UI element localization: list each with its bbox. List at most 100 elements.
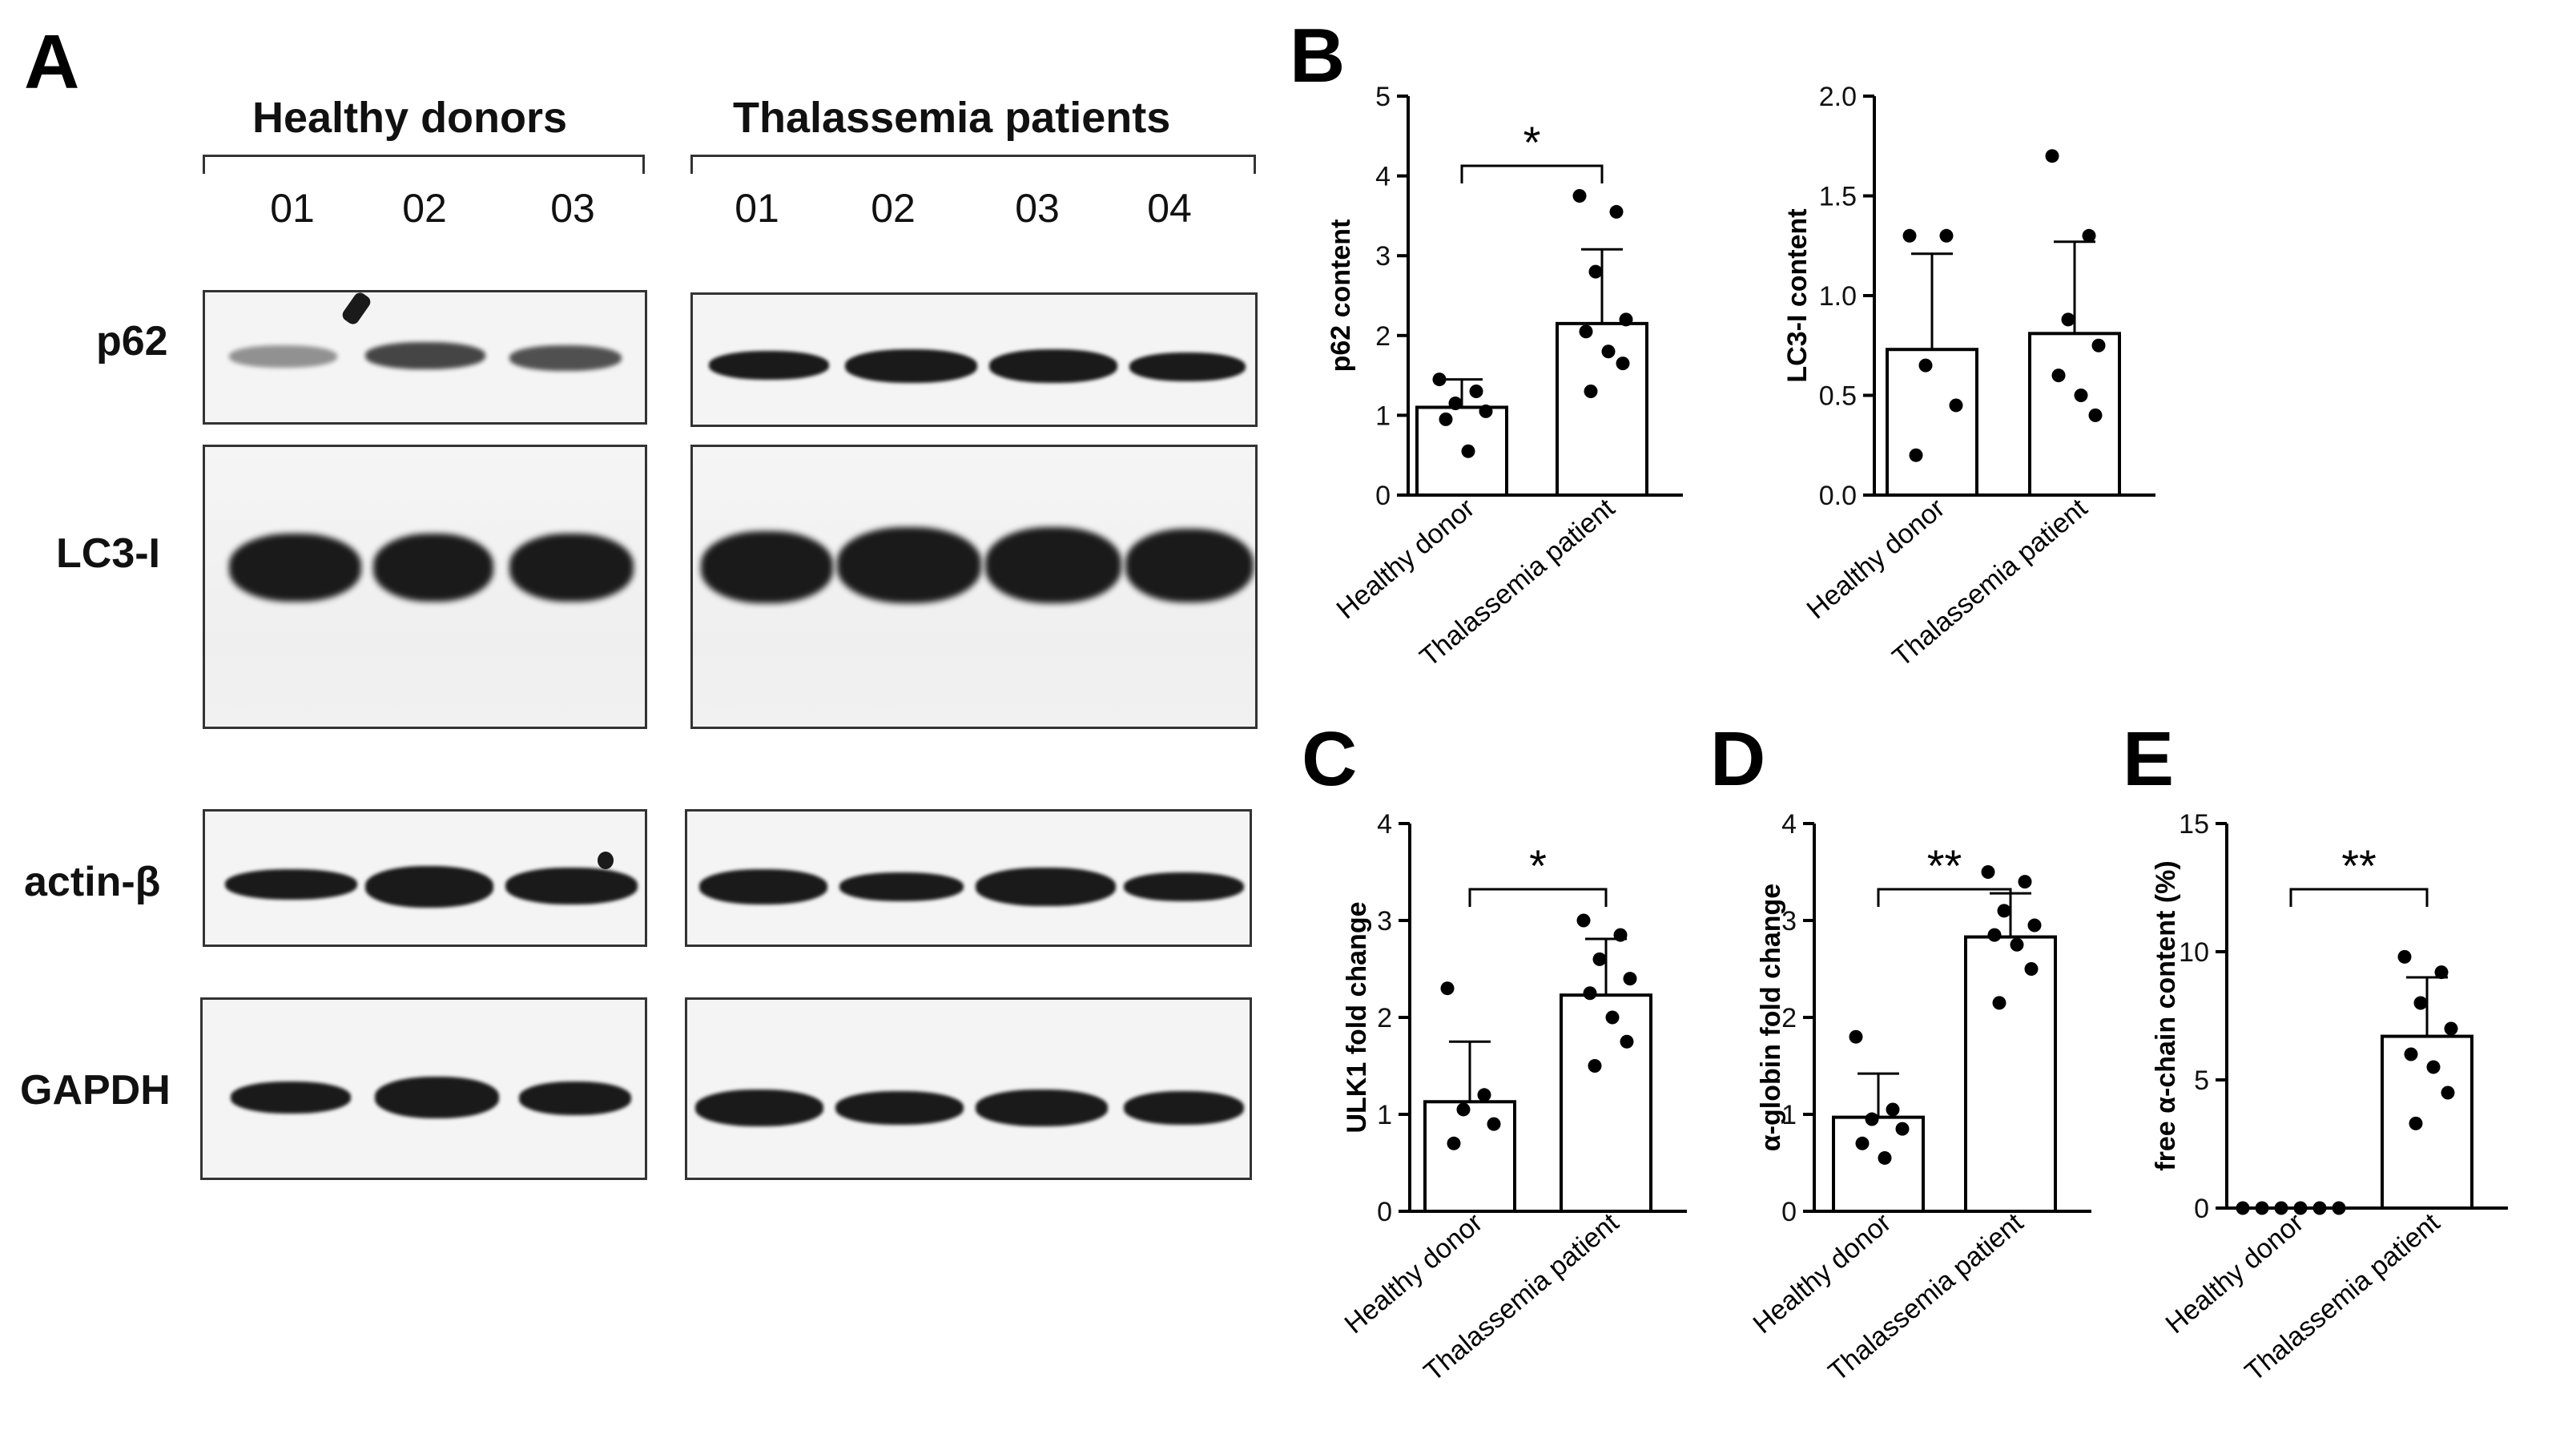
data-point: [1440, 981, 1455, 996]
data-point: [1432, 373, 1447, 387]
y-tick-label: 2: [1781, 1003, 1797, 1033]
data-point: [2332, 1201, 2346, 1215]
data-point: [2091, 338, 2106, 352]
bar-thalassemia-patient: [1560, 993, 1652, 1214]
y-tick-label: 0: [2194, 1194, 2209, 1224]
bracket-thalassemia-patients: [690, 155, 1256, 174]
data-point: [1619, 312, 1633, 327]
data-point: [2409, 1116, 2423, 1130]
data-point: [1987, 928, 2002, 942]
significance-bracket: [1468, 888, 1608, 907]
x-category-label: Healthy donor: [1331, 493, 1481, 625]
data-point: [2434, 965, 2449, 980]
data-point: [2236, 1201, 2250, 1215]
data-point: [1487, 1117, 1501, 1131]
data-point: [1918, 358, 1933, 373]
data-point: [2018, 875, 2032, 889]
chart-e: 0 5 10 15 free α-chain content (%) Healthy do…: [2151, 809, 2508, 1388]
lane-label: 02: [402, 186, 447, 231]
y-tick-label: 3: [1375, 241, 1391, 272]
data-point: [1909, 448, 1923, 462]
y-axis-label: LC3-I content: [1782, 208, 1813, 382]
data-point: [1579, 324, 1593, 339]
panel-letter-c: C: [1302, 716, 1358, 802]
data-point: [2088, 408, 2103, 422]
y-tick-label: 1.5: [1819, 182, 1857, 212]
data-point: [1588, 1059, 1602, 1073]
data-point: [2074, 389, 2088, 402]
data-point: [2426, 1060, 2441, 1074]
data-point: [2293, 1201, 2308, 1215]
lane-label: 04: [1147, 186, 1192, 231]
y-tick-label: 4: [1377, 809, 1392, 840]
data-point: [2061, 312, 2075, 327]
y-axis-label: α-globin fold change: [1756, 884, 1786, 1151]
data-point: [2027, 918, 2042, 932]
data-point: [2255, 1201, 2269, 1215]
data-point: [2397, 949, 2412, 964]
data-point: [1605, 1010, 1620, 1025]
data-point: [1939, 228, 1954, 243]
data-point: [1865, 1112, 1879, 1126]
y-axis-label: p62 content: [1326, 220, 1356, 373]
significance-bracket: [1460, 164, 1604, 183]
protein-label-actin-beta: actin-β: [24, 859, 161, 905]
lane-label: 03: [1015, 186, 1060, 231]
data-point: [2051, 369, 2066, 383]
x-category-label: Healthy donor: [1801, 493, 1951, 625]
blot-lc3-thalassemia: [690, 445, 1258, 729]
significance-marker: **: [1927, 840, 1962, 891]
data-point: [2010, 937, 2024, 952]
data-point: [1616, 356, 1630, 371]
data-point: [1584, 385, 1598, 399]
bar-healthy-donor: [1832, 1115, 1925, 1214]
significance-marker: *: [1529, 840, 1547, 891]
y-tick-label: 0.0: [1819, 481, 1857, 511]
y-axis-label: ULK1 fold change: [1342, 901, 1372, 1133]
data-point: [1949, 398, 1963, 413]
y-tick-label: 0: [1377, 1197, 1392, 1227]
bracket-healthy-donors: [203, 155, 645, 174]
data-point: [2045, 149, 2059, 163]
data-point: [1620, 1034, 1634, 1049]
y-tick-label: 2.0: [1819, 82, 1857, 112]
data-point: [1583, 986, 1597, 1001]
x-category-label: Healthy donor: [2160, 1207, 2310, 1339]
data-point: [2441, 1086, 2455, 1100]
x-category-label: Healthy donor: [1339, 1207, 1489, 1339]
data-point: [1992, 996, 2006, 1010]
data-point: [1886, 1102, 1900, 1117]
data-point: [1477, 1088, 1491, 1102]
data-point: [1855, 1136, 1870, 1150]
y-tick-label: 0: [1781, 1197, 1797, 1227]
data-point: [1592, 952, 1607, 966]
significance-marker: **: [2341, 840, 2377, 891]
data-point: [1479, 404, 1493, 418]
protein-label-gapdh: GAPDH: [20, 1067, 171, 1114]
data-point: [2312, 1201, 2327, 1215]
y-tick-label: 3: [1781, 906, 1797, 936]
group-label-healthy-donors: Healthy donors: [252, 94, 568, 142]
lane-label: 01: [735, 186, 779, 231]
data-point: [1469, 385, 1483, 399]
y-tick-label: 10: [2179, 937, 2209, 968]
data-point: [1895, 1122, 1910, 1136]
significance-marker: *: [1523, 117, 1541, 167]
data-point: [2404, 1047, 2418, 1061]
panel-letter-d: D: [1710, 716, 1766, 802]
blot-p62-thalassemia: [690, 292, 1258, 427]
blot-actin-healthy: [203, 809, 647, 947]
data-point: [1601, 344, 1616, 359]
y-tick-label: 2: [1375, 321, 1391, 352]
blot-actin-thalassemia: [685, 809, 1252, 947]
data-point: [2082, 228, 2096, 243]
bar-thalassemia-patient: [2028, 332, 2121, 497]
data-point: [1623, 972, 1637, 986]
y-tick-label: 1: [1781, 1100, 1797, 1130]
bar-thalassemia-patient: [2381, 1034, 2473, 1210]
data-point: [1902, 228, 1917, 243]
data-point: [2274, 1201, 2288, 1215]
y-tick-label: 1.0: [1819, 281, 1857, 312]
